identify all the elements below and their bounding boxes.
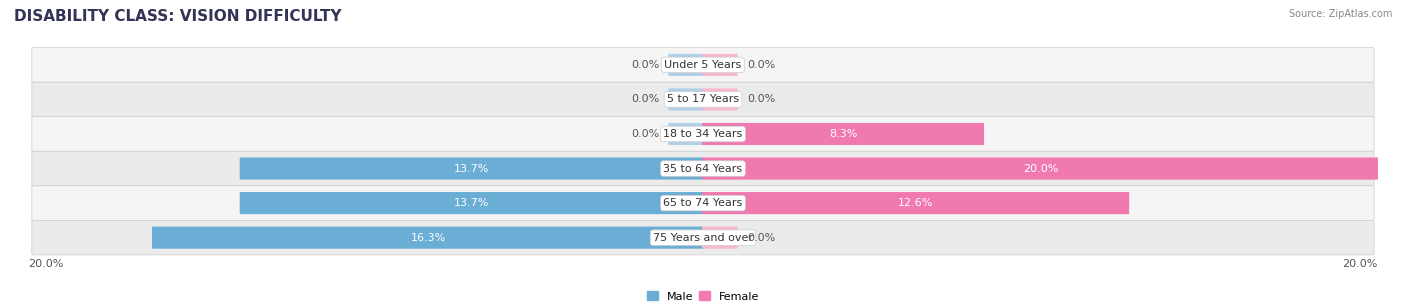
Text: 0.0%: 0.0% [747,60,775,70]
FancyBboxPatch shape [702,88,738,110]
Text: 0.0%: 0.0% [747,95,775,104]
FancyBboxPatch shape [702,192,1129,214]
Text: 35 to 64 Years: 35 to 64 Years [664,163,742,174]
FancyBboxPatch shape [32,220,1374,255]
Text: 5 to 17 Years: 5 to 17 Years [666,95,740,104]
Text: 0.0%: 0.0% [631,129,659,139]
FancyBboxPatch shape [702,226,738,249]
Text: 20.0%: 20.0% [1343,259,1378,269]
FancyBboxPatch shape [32,48,1374,82]
FancyBboxPatch shape [32,117,1374,151]
Text: 16.3%: 16.3% [411,233,446,243]
Text: 8.3%: 8.3% [830,129,858,139]
FancyBboxPatch shape [152,226,704,249]
FancyBboxPatch shape [702,123,984,145]
Text: 12.6%: 12.6% [898,198,934,208]
Text: 0.0%: 0.0% [631,95,659,104]
FancyBboxPatch shape [32,186,1374,220]
Text: 13.7%: 13.7% [454,198,489,208]
Text: 20.0%: 20.0% [28,259,63,269]
FancyBboxPatch shape [702,158,1379,180]
Text: 13.7%: 13.7% [454,163,489,174]
Text: 75 Years and over: 75 Years and over [652,233,754,243]
FancyBboxPatch shape [702,54,738,76]
Text: 20.0%: 20.0% [1022,163,1059,174]
Text: 0.0%: 0.0% [631,60,659,70]
Text: DISABILITY CLASS: VISION DIFFICULTY: DISABILITY CLASS: VISION DIFFICULTY [14,9,342,24]
Text: 0.0%: 0.0% [747,233,775,243]
Text: Source: ZipAtlas.com: Source: ZipAtlas.com [1288,9,1392,19]
FancyBboxPatch shape [668,88,704,110]
FancyBboxPatch shape [668,123,704,145]
FancyBboxPatch shape [239,192,704,214]
FancyBboxPatch shape [32,151,1374,186]
Text: Under 5 Years: Under 5 Years [665,60,741,70]
Text: 65 to 74 Years: 65 to 74 Years [664,198,742,208]
Legend: Male, Female: Male, Female [647,291,759,302]
Text: 18 to 34 Years: 18 to 34 Years [664,129,742,139]
FancyBboxPatch shape [32,82,1374,117]
FancyBboxPatch shape [239,158,704,180]
FancyBboxPatch shape [668,54,704,76]
